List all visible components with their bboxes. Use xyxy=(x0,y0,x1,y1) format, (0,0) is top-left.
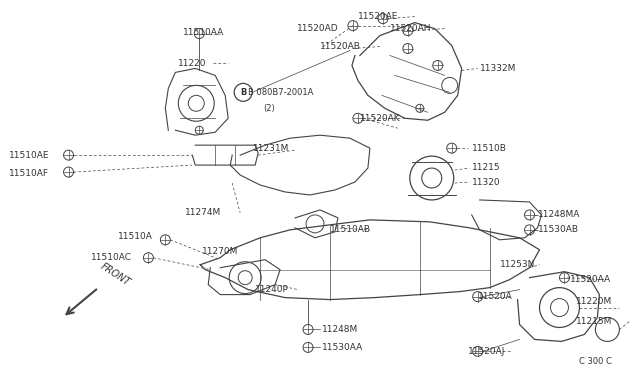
Text: 11332M: 11332M xyxy=(479,64,516,73)
Text: 11520AJ: 11520AJ xyxy=(468,347,505,356)
Text: 11220M: 11220M xyxy=(577,297,612,306)
Text: 11215: 11215 xyxy=(472,163,500,171)
Text: 11520AE: 11520AE xyxy=(358,12,398,21)
Text: 11530AA: 11530AA xyxy=(322,343,364,352)
Text: 11320: 11320 xyxy=(472,177,500,186)
Text: 11520AB: 11520AB xyxy=(320,42,361,51)
Text: (2): (2) xyxy=(263,104,275,113)
Text: 11231M: 11231M xyxy=(253,144,289,153)
Text: 11510AF: 11510AF xyxy=(9,169,49,177)
Text: 11530AB: 11530AB xyxy=(538,225,579,234)
Text: 11248M: 11248M xyxy=(322,325,358,334)
Text: B: B xyxy=(240,88,246,97)
Text: 11248MA: 11248MA xyxy=(538,211,580,219)
Text: 11510AB: 11510AB xyxy=(330,225,371,234)
Text: 11215M: 11215M xyxy=(577,317,613,326)
Text: 11270M: 11270M xyxy=(202,247,239,256)
Text: 11520A: 11520A xyxy=(477,292,513,301)
Text: 11510AE: 11510AE xyxy=(9,151,49,160)
Text: C 300 C: C 300 C xyxy=(579,357,612,366)
Text: 11510B: 11510B xyxy=(472,144,506,153)
Text: 11510A: 11510A xyxy=(118,232,154,241)
Text: 11520AK: 11520AK xyxy=(360,114,401,123)
Text: FRONT: FRONT xyxy=(99,261,132,288)
Text: 11240P: 11240P xyxy=(255,285,289,294)
Text: 11520AA: 11520AA xyxy=(570,275,611,284)
Text: 11253N: 11253N xyxy=(500,260,535,269)
Text: 11220: 11220 xyxy=(179,59,207,68)
Text: 11520AD: 11520AD xyxy=(297,24,339,33)
Text: 11520AH: 11520AH xyxy=(390,24,431,33)
Text: B 080B7-2001A: B 080B7-2001A xyxy=(248,88,314,97)
Text: 11274M: 11274M xyxy=(186,208,221,217)
Text: 11510AA: 11510AA xyxy=(183,28,225,37)
Text: 11510AC: 11510AC xyxy=(90,253,131,262)
